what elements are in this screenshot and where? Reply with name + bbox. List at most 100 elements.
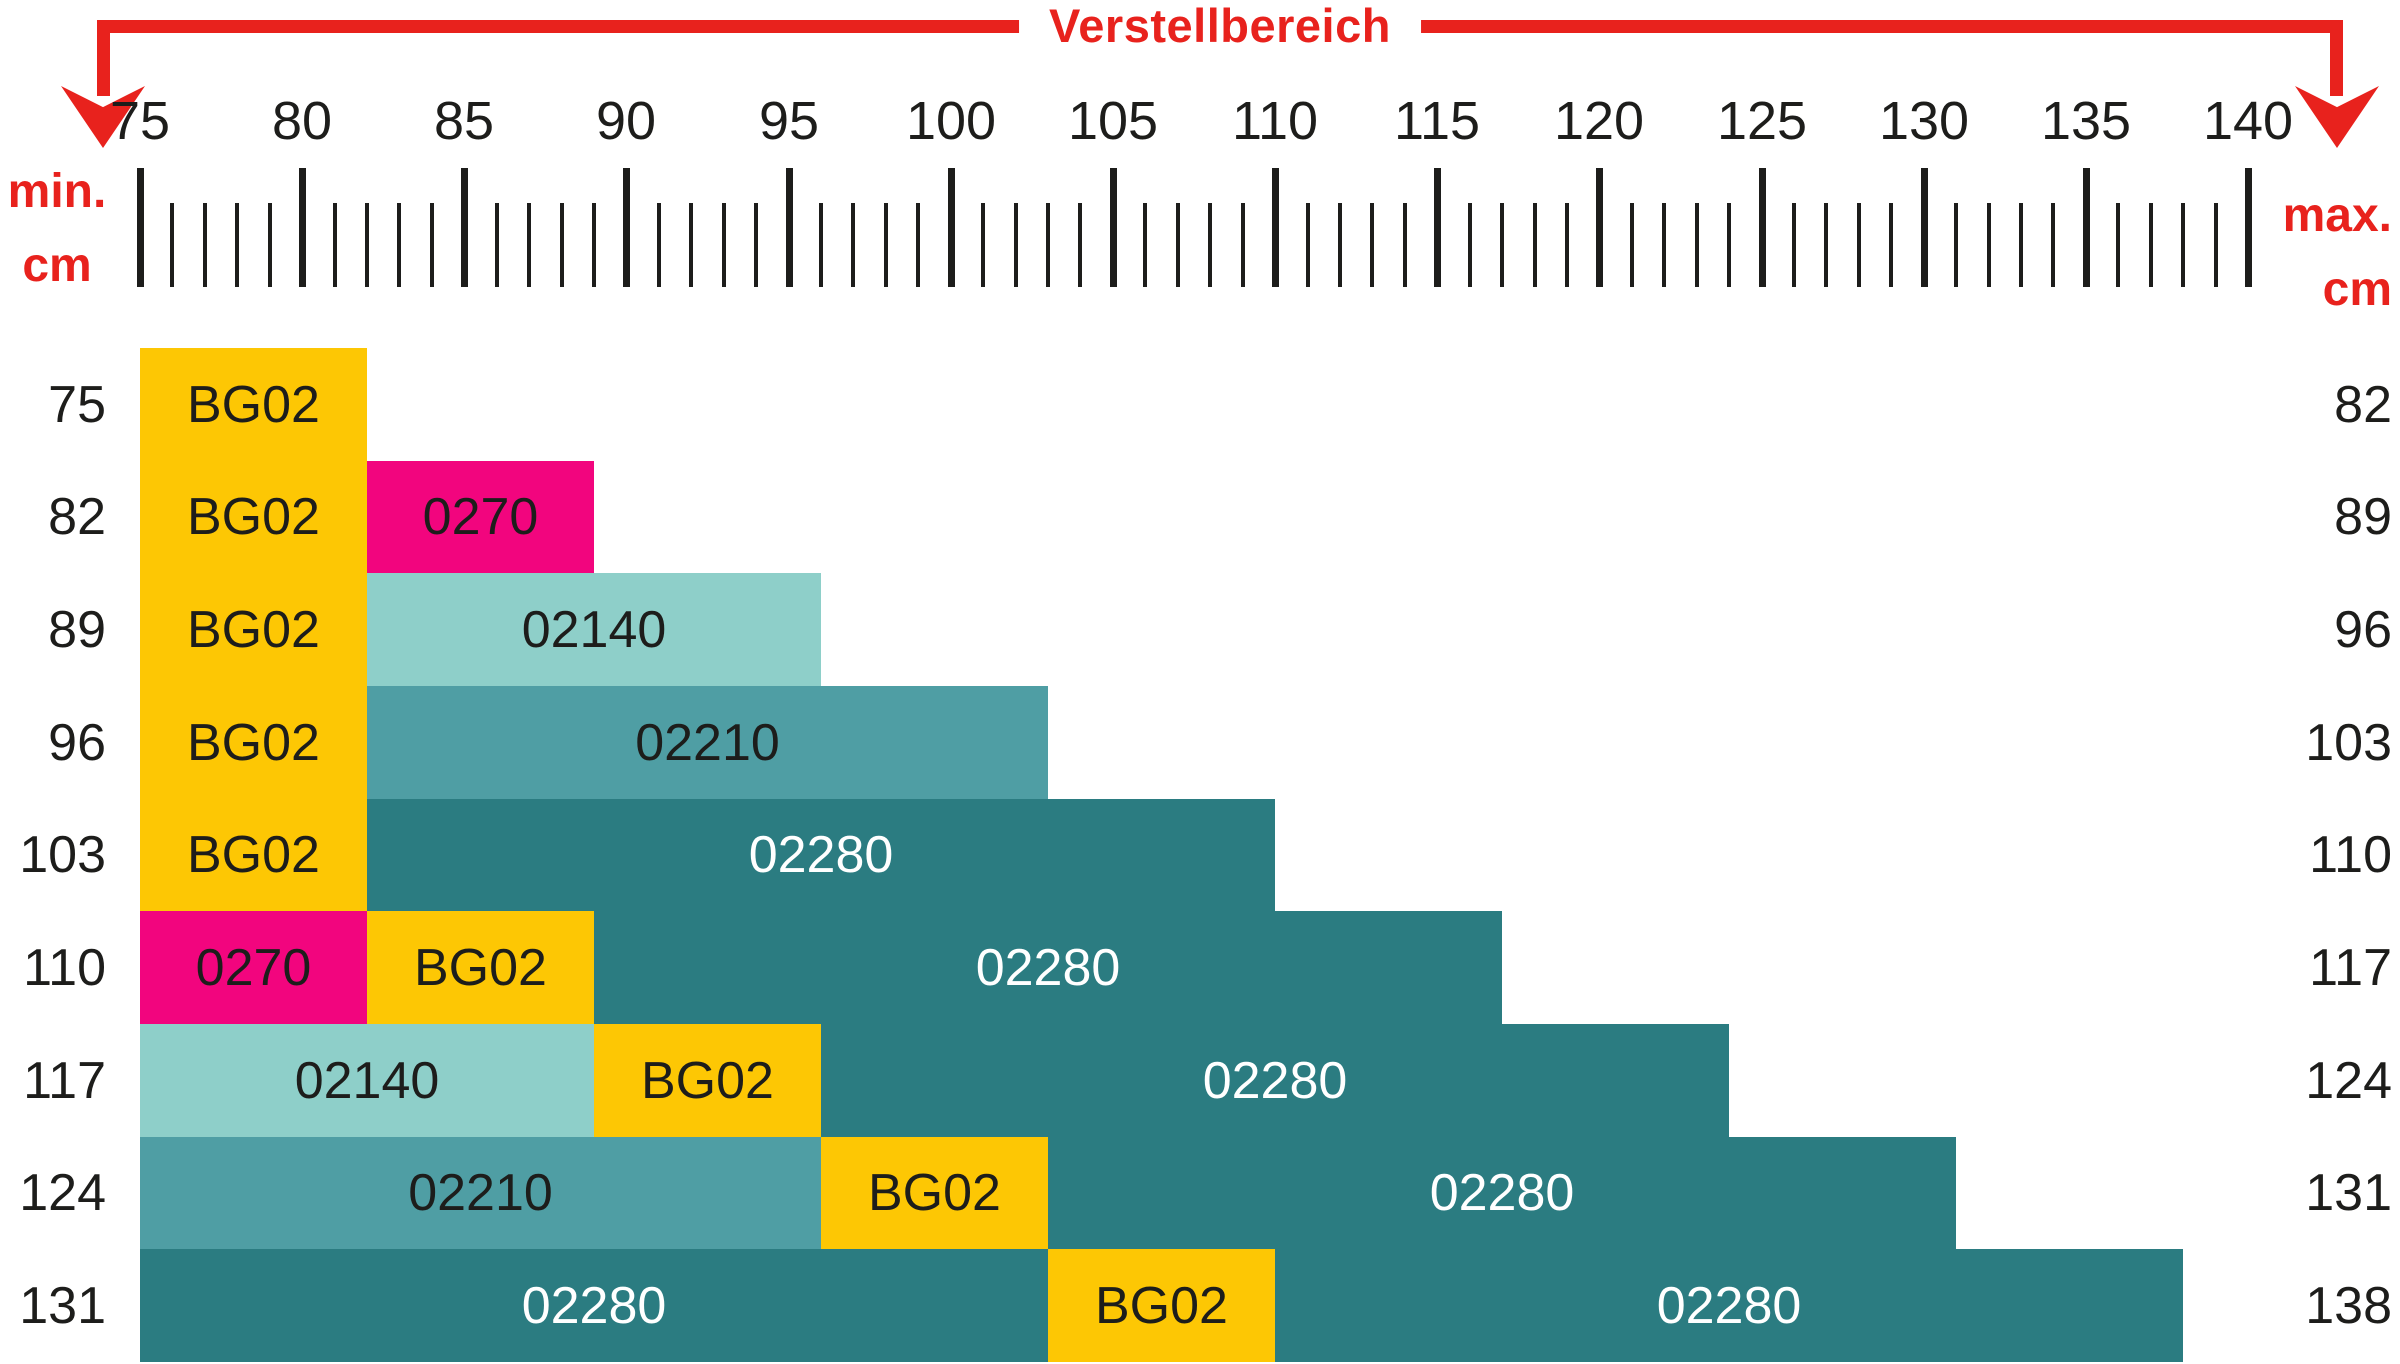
row-max-label: 110 [2309, 826, 2392, 884]
bar-segment-BG02: BG02 [367, 911, 594, 1024]
ruler-major-tick [947, 168, 955, 287]
ruler-minor-tick [1046, 203, 1050, 287]
ruler-minor-tick [170, 203, 174, 287]
bar-segment-BG02: BG02 [140, 348, 367, 461]
row-min-label: 82 [48, 488, 106, 546]
row-max-label: 103 [2305, 713, 2392, 772]
range-arrow-right-stem [2330, 24, 2343, 96]
ruler-tick-label: 110 [1231, 91, 1319, 151]
ruler-major-tick [136, 168, 144, 287]
ruler-tick-label: 90 [595, 91, 657, 151]
ruler-major-tick [2082, 168, 2090, 287]
ruler-minor-tick [527, 203, 531, 287]
row-min-label: 103 [19, 826, 106, 884]
bar-segment-0270: 0270 [367, 461, 594, 573]
ruler-major-tick [1433, 168, 1441, 287]
ruler-tick-label: 105 [1067, 91, 1159, 151]
ruler-minor-tick [722, 203, 726, 287]
ruler-minor-tick [397, 203, 401, 287]
ruler-minor-tick [333, 203, 337, 287]
ruler-minor-tick [689, 203, 693, 287]
bar-segment-02210: 02210 [367, 686, 1048, 799]
ruler-minor-tick [2181, 203, 2185, 287]
bar-segment-02280: 02280 [1275, 1249, 2183, 1362]
chart-title: Verstellbereich [1019, 0, 1421, 52]
ruler-minor-tick [819, 203, 823, 287]
ruler-minor-tick [1987, 203, 1991, 287]
ruler-minor-tick [495, 203, 499, 287]
ruler-minor-tick [365, 203, 369, 287]
ruler-minor-tick [1857, 203, 1861, 287]
row-min-label: 110 [23, 938, 106, 997]
ruler-tick-label: 120 [1553, 91, 1645, 151]
ruler-major-tick [785, 168, 793, 287]
ruler-minor-tick [1889, 203, 1893, 287]
ruler-minor-tick [1143, 203, 1147, 287]
bar-segment-BG02: BG02 [1048, 1249, 1275, 1362]
ruler-major-tick [1595, 168, 1603, 287]
ruler-minor-tick [851, 203, 855, 287]
ruler-tick-label: 85 [433, 91, 495, 151]
ruler-major-tick [1109, 168, 1117, 287]
ruler-minor-tick [981, 203, 985, 287]
ruler-minor-tick [1565, 203, 1569, 287]
bar-segment-02210: 02210 [140, 1137, 821, 1249]
ruler-minor-tick [884, 203, 888, 287]
ruler-minor-tick [2149, 203, 2153, 287]
ruler-minor-tick [1954, 203, 1958, 287]
ruler-tick-label: 100 [905, 91, 997, 151]
cm-label-right: cm [2322, 263, 2392, 316]
ruler-minor-tick [560, 203, 564, 287]
ruler-minor-tick [1306, 203, 1310, 287]
bar-segment-02280: 02280 [367, 799, 1275, 911]
ruler-major-tick [460, 168, 468, 287]
ruler-major-tick [2244, 168, 2252, 287]
row-max-label: 138 [2305, 1276, 2392, 1335]
ruler-minor-tick [657, 203, 661, 287]
ruler-minor-tick [1208, 203, 1212, 287]
ruler-tick-label: 115 [1393, 91, 1481, 151]
row-min-label: 96 [48, 713, 106, 772]
bar-segment-02280: 02280 [821, 1024, 1729, 1137]
ruler-minor-tick [1824, 203, 1828, 287]
row-min-label: 124 [19, 1164, 106, 1222]
ruler-tick-label: 95 [758, 91, 820, 151]
ruler-minor-tick [1533, 203, 1537, 287]
bar-segment-02140: 02140 [140, 1024, 594, 1137]
bar-segment-BG02: BG02 [140, 461, 367, 573]
bar-segment-02280: 02280 [594, 911, 1502, 1024]
ruler-tick-label: 130 [1878, 91, 1970, 151]
ruler-minor-tick [1014, 203, 1018, 287]
ruler-tick-label: 135 [2040, 91, 2132, 151]
ruler-minor-tick [1370, 203, 1374, 287]
min-label: min. [7, 165, 107, 218]
bar-segment-0270: 0270 [140, 911, 367, 1024]
ruler-major-tick [298, 168, 306, 287]
ruler-minor-tick [1662, 203, 1666, 287]
ruler-minor-tick [1241, 203, 1245, 287]
ruler-tick-label: 80 [271, 91, 333, 151]
ruler-minor-tick [430, 203, 434, 287]
ruler-tick-label: 75 [109, 91, 171, 151]
ruler-minor-tick [1792, 203, 1796, 287]
ruler-minor-tick [1338, 203, 1342, 287]
row-min-label: 131 [19, 1276, 106, 1335]
max-label: max. [2282, 189, 2392, 242]
row-max-label: 124 [2305, 1051, 2392, 1110]
ruler-minor-tick [916, 203, 920, 287]
bar-segment-BG02: BG02 [821, 1137, 1048, 1249]
ruler-major-tick [622, 168, 630, 287]
ruler-minor-tick [754, 203, 758, 287]
ruler-tick-label: 125 [1716, 91, 1808, 151]
row-min-label: 117 [23, 1051, 106, 1110]
ruler-major-tick [1920, 168, 1928, 287]
ruler-minor-tick [235, 203, 239, 287]
bar-segment-BG02: BG02 [140, 799, 367, 911]
ruler-minor-tick [1727, 203, 1731, 287]
ruler-minor-tick [1403, 203, 1407, 287]
row-max-label: 82 [2334, 375, 2392, 434]
bar-segment-02140: 02140 [367, 573, 821, 686]
row-max-label: 117 [2309, 938, 2392, 997]
ruler-minor-tick [1468, 203, 1472, 287]
